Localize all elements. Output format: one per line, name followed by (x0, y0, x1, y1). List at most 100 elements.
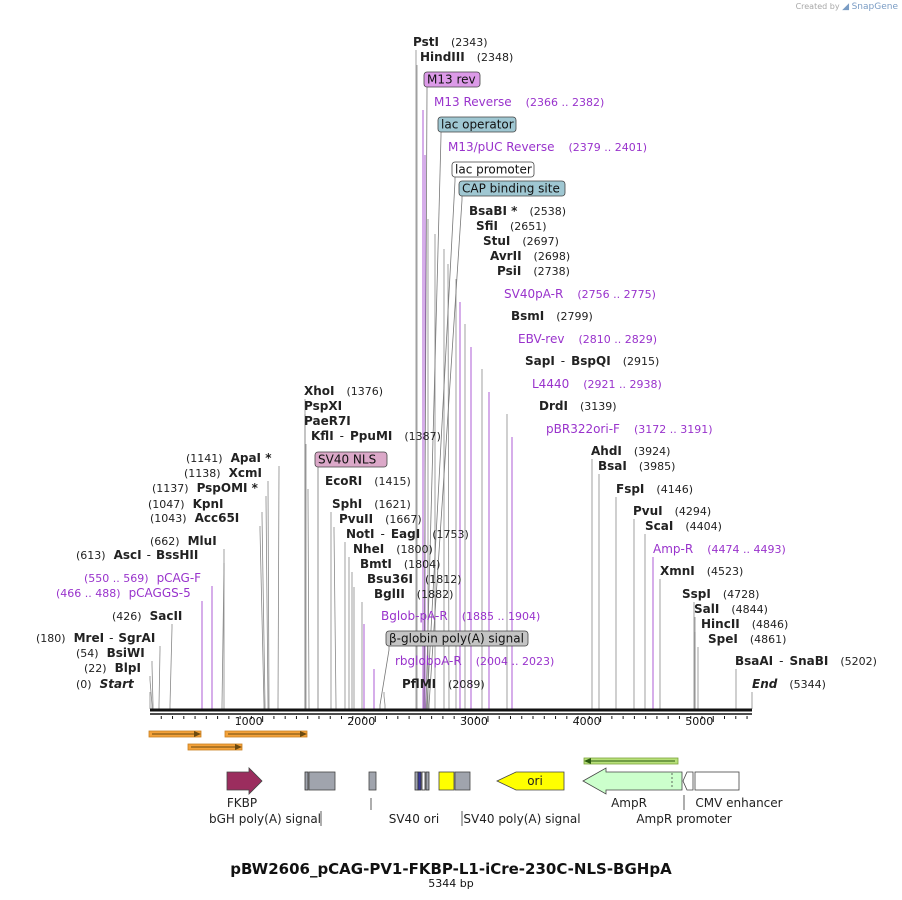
feature-bgh-polya (308, 771, 336, 791)
feature-small-gray (368, 771, 377, 791)
site-label-noti: NotI - EagI (1753) (346, 527, 469, 541)
site-label-xmni: XmnI (4523) (660, 564, 743, 578)
site-label-bsai: BsaI (3985) (598, 459, 675, 473)
feature-sv40-ori-a (414, 771, 419, 791)
label-ori: ori (527, 774, 543, 788)
feature-fkbp (226, 767, 263, 795)
boxed-label-m13-rev: M13 rev (423, 71, 481, 88)
site-label-asci: (613) AscI - BssHII (76, 548, 198, 562)
leader-line (169, 624, 173, 709)
boxed-feature-labels: SV40 NLS M13 rev lac operator lac promoter C… (314, 71, 566, 647)
site-label-sv40pa-r: SV40pA-R (2756 .. 2775) (504, 287, 656, 301)
boxed-label-cap-binding-site: CAP binding site (458, 180, 566, 197)
feature-sv40-ori-d (425, 771, 430, 791)
site-label-l4440: L4440 (2921 .. 2938) (532, 377, 662, 391)
site-label-pspxi: PspXI (304, 399, 342, 413)
site-label-sapi: SapI - BspQI (2915) (525, 354, 659, 368)
site-label-hincii: HincII (4846) (701, 617, 788, 631)
leader-line (158, 646, 161, 709)
feature-ampr-promoter (682, 771, 694, 791)
feature-ori (496, 771, 565, 791)
site-label-pvuii: PvuII (1667) (339, 512, 422, 526)
site-label-bsmi: BsmI (2799) (511, 309, 593, 323)
feature-cmv-enhancer (694, 771, 740, 791)
site-label-kpni: (1047) KpnI (148, 497, 223, 511)
boxed-label-lac-promoter: lac promoter (451, 161, 535, 178)
site-label-sacii: (426) SacII (112, 609, 182, 623)
site-label-xcmi: (1138) XcmI (184, 466, 262, 480)
site-label-end: End (5344) (752, 677, 826, 691)
site-label-bmti: BmtI (1804) (360, 557, 440, 571)
site-label-m13-reverse: M13 Reverse (2366 .. 2382) (434, 95, 604, 109)
site-label-ahdi: AhdI (3924) (591, 444, 670, 458)
axis-ticks: 1000 2000 3000 4000 5000 (160, 715, 748, 728)
orange-arrow-3 (187, 743, 243, 751)
site-labels: (0) Start (22) BlpI(54) BsiWI(180) MreI - SgrAI… (36, 35, 877, 691)
site-label-xhoi: XhoI (1376) (304, 384, 383, 398)
leader-lines (149, 50, 753, 709)
leader-line (151, 661, 154, 709)
site-label-psii: PsiI (2738) (497, 264, 570, 278)
leader-line (259, 526, 265, 709)
site-label-bglob-pa-r: Bglob-pA-R (1885 .. 1904) (381, 609, 540, 623)
site-label-paer7i: PaeR7I (304, 414, 351, 428)
boxed-label-sv40-nls: SV40 NLS (314, 451, 388, 468)
green-arrow-ampr-primer (583, 757, 679, 765)
credit-brand: SnapGene (851, 2, 898, 12)
site-label-pcaggs-5: (466 .. 488) pCAGGS-5 (56, 586, 191, 600)
site-label-bglii: BglII (1882) (374, 587, 453, 601)
site-label-pvui: PvuI (4294) (633, 504, 711, 518)
feature-sv40-ori-c (421, 771, 426, 791)
feature-label-connectors (320, 795, 685, 826)
leader-line (267, 481, 270, 709)
site-label-ecori: EcoRI (1415) (325, 474, 411, 488)
axis-tick-label: 2000 (347, 715, 375, 728)
site-label-mlui: (662) MluI (150, 534, 217, 548)
svg-text:lac promoter: lac promoter (455, 163, 532, 177)
site-label-ebv-rev: EBV-rev (2810 .. 2829) (518, 332, 657, 346)
site-label-start: (0) Start (76, 677, 135, 691)
svg-text:β-globin poly(A) signal: β-globin poly(A) signal (389, 632, 524, 646)
label-sv40-polya: SV40 poly(A) signal (463, 812, 580, 826)
axis-tick-label: 5000 (685, 715, 713, 728)
site-label-sphi: SphI (1621) (332, 497, 411, 511)
label-ampr: AmpR (611, 796, 647, 810)
label-ampr-promoter: AmpR promoter (636, 812, 731, 826)
site-label-kfli: KflI - PpuMI (1387) (311, 429, 441, 443)
site-label-acc65i: (1043) Acc65I (150, 511, 239, 525)
site-label-mrei: (180) MreI - SgrAI (36, 631, 155, 645)
site-label-apai-: (1141) ApaI * (186, 451, 272, 465)
orange-feature-arrows (148, 730, 679, 765)
leader-line (265, 496, 269, 709)
feature-blocks (226, 767, 740, 795)
site-label-stui: StuI (2697) (483, 234, 559, 248)
site-label-psti: PstI (2343) (413, 35, 488, 49)
boxed-label-lac-operator: lac operator (437, 116, 517, 133)
site-label-pflmi: PflMI (2089) (402, 677, 485, 691)
site-label-bsiwi: (54) BsiWI (76, 646, 145, 660)
site-label-sali: SalI (4844) (694, 602, 768, 616)
label-cmv-enhancer: CMV enhancer (695, 796, 782, 810)
site-label-blpi: (22) BlpI (84, 661, 141, 675)
axis-tick-label: 4000 (573, 715, 601, 728)
site-label-pspomi-: (1137) PspOMI * (152, 481, 259, 495)
snapgene-logo-icon: ◢ (842, 2, 850, 12)
site-label-scai: ScaI (4404) (645, 519, 722, 533)
site-label-sspi: SspI (4728) (682, 587, 759, 601)
site-label-bsu36i: Bsu36I (1812) (367, 572, 462, 586)
leader-line (447, 264, 450, 709)
site-label-fspi: FspI (4146) (616, 482, 693, 496)
site-label-bsaai: BsaAI - SnaBI (5202) (735, 654, 877, 668)
credit-text: Created by (795, 2, 840, 11)
label-bgh-polya: bGH poly(A) signal (209, 812, 321, 826)
label-fkbp: FKBP (227, 796, 257, 810)
leader-line (383, 692, 386, 709)
leader-line (307, 489, 310, 709)
axis-tick-label: 1000 (235, 715, 263, 728)
feature-bgh-polya-small (304, 771, 309, 791)
site-label-drdi: DrdI (3139) (539, 399, 617, 413)
site-label-sfii: SfiI (2651) (476, 219, 547, 233)
site-label-pbr322ori-f: pBR322ori-F (3172 .. 3191) (546, 422, 713, 436)
svg-text:M13 rev: M13 rev (427, 73, 476, 87)
feature-sv40-polya (454, 771, 471, 791)
